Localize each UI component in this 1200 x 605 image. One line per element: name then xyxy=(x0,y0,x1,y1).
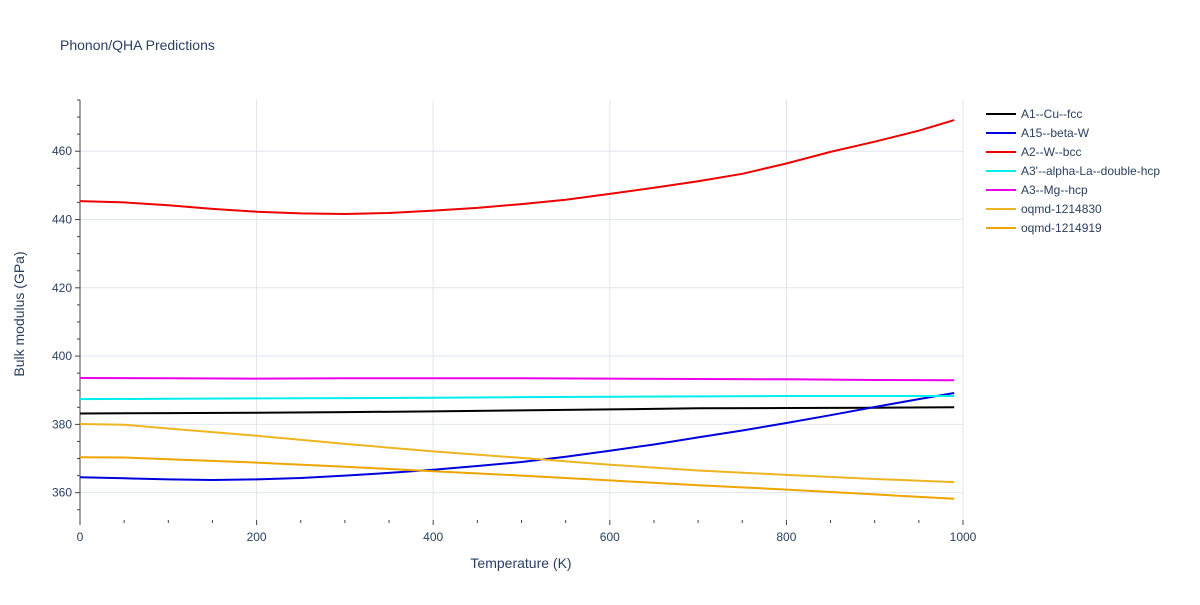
axes xyxy=(75,99,964,525)
x-tick-label: 1000 xyxy=(950,530,977,544)
legend: A1--Cu--fcc A15--beta-W A2--W--bcc A3'--alp… xyxy=(986,107,1160,235)
x-tick-label: 400 xyxy=(423,530,443,544)
series-line-A1--Cu--fcc xyxy=(79,406,955,415)
x-tick-label: 0 xyxy=(77,530,84,544)
x-tick-label: 200 xyxy=(247,530,267,544)
legend-label: A1--Cu--fcc xyxy=(1021,107,1082,121)
series-line-A3'--alpha-La--double-hcp xyxy=(79,395,955,401)
grid-lines xyxy=(80,100,964,520)
series-line-oqmd-1214919 xyxy=(79,456,955,500)
x-tick-label: 600 xyxy=(600,530,620,544)
x-tick-label: 800 xyxy=(776,530,796,544)
y-tick-label: 460 xyxy=(52,144,72,158)
y-tick-label: 380 xyxy=(52,417,72,431)
series-line-A2--W--bcc xyxy=(79,119,955,215)
legend-label: A2--W--bcc xyxy=(1021,145,1081,159)
x-axis-title: Temperature (K) xyxy=(470,555,571,571)
y-tick-label: 440 xyxy=(52,213,72,227)
y-tick-label: 420 xyxy=(52,281,72,295)
y-tick-label: 400 xyxy=(52,349,72,363)
series-line-oqmd-1214830 xyxy=(79,423,955,484)
series-lines xyxy=(79,119,955,500)
y-tick-label: 360 xyxy=(52,486,72,500)
legend-label: A3--Mg--hcp xyxy=(1021,183,1088,197)
legend-label: A3'--alpha-La--double-hcp xyxy=(1021,164,1160,178)
series-line-A3--Mg--hcp xyxy=(79,377,955,382)
y-axis-title: Bulk modulus (GPa) xyxy=(11,251,27,376)
tick-labels: 0 200 400 600 800 1000 360 380 400 420 440 460 xyxy=(52,144,977,544)
legend-label: A15--beta-W xyxy=(1021,126,1090,140)
legend-label: oqmd-1214919 xyxy=(1021,221,1102,235)
chart-title: Phonon/QHA Predictions xyxy=(60,37,215,53)
legend-label: oqmd-1214830 xyxy=(1021,202,1102,216)
series-line-A15--beta-W xyxy=(79,392,955,481)
